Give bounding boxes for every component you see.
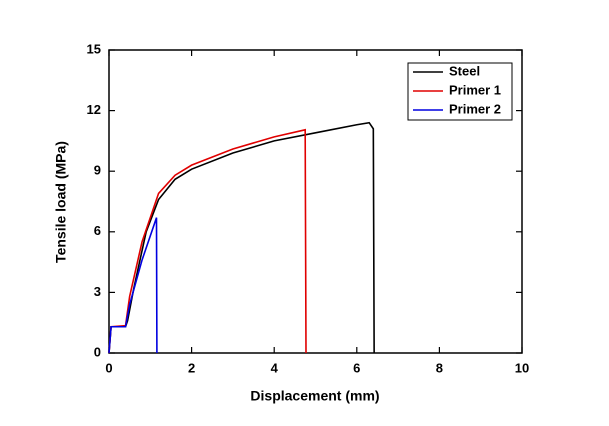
y-tick-label: 6: [94, 223, 101, 238]
x-tick-label: 6: [353, 360, 360, 375]
y-tick-label: 12: [87, 102, 101, 117]
x-tick-label: 2: [188, 360, 195, 375]
y-tick-label: 3: [94, 284, 101, 299]
y-tick-label: 9: [94, 163, 101, 178]
legend-label: Primer 2: [449, 101, 501, 116]
y-axis-label: Tensile load (MPa): [53, 141, 69, 263]
data-line: [108, 217, 158, 354]
legend-label: Primer 1: [449, 82, 501, 97]
x-tick-label: 4: [271, 360, 279, 375]
y-tick-label: 0: [94, 344, 101, 359]
legend-label: Steel: [449, 63, 480, 78]
x-axis-label: Displacement (mm): [250, 388, 379, 404]
y-tick-label: 15: [87, 41, 101, 56]
plot-frame: [108, 49, 523, 354]
x-tick-label: 8: [436, 360, 443, 375]
x-tick-label: 10: [515, 360, 529, 375]
data-line: [108, 128, 307, 354]
x-tick-label: 0: [105, 360, 112, 375]
